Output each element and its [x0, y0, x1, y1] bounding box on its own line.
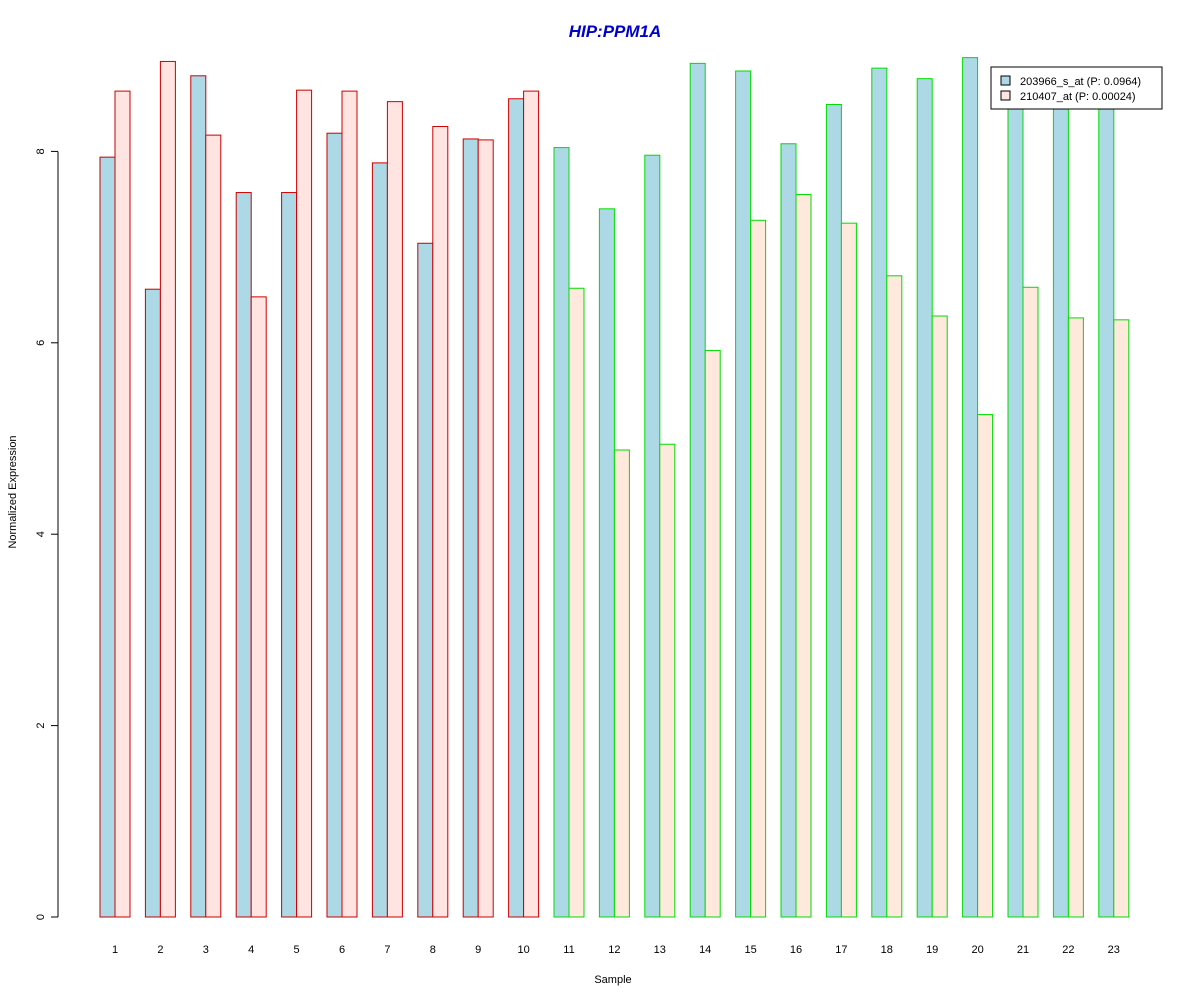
bar-series-2-sample-21 [1022, 286, 1039, 918]
bar-series-2-sample-16 [795, 193, 812, 918]
bar-series-1-sample-23 [1098, 98, 1115, 918]
bar-series-1-sample-5 [281, 192, 298, 918]
x-tick-label: 17 [835, 944, 847, 956]
bar-series-1-sample-20 [962, 57, 979, 918]
x-tick-label: 6 [339, 944, 345, 956]
bar-series-1-sample-21 [1007, 98, 1024, 918]
bar-series-2-sample-5 [296, 89, 313, 918]
bar-series-1-sample-9 [462, 138, 479, 918]
bar-series-1-sample-18 [871, 67, 888, 918]
bar-series-2-sample-15 [750, 219, 767, 918]
y-tick-label: 2 [35, 723, 47, 729]
bars [99, 57, 1130, 918]
bar-series-2-sample-3 [205, 134, 222, 918]
y-tick-label: 8 [35, 148, 47, 154]
bar-series-1-sample-4 [235, 192, 252, 918]
bar-series-2-sample-14 [704, 349, 721, 918]
x-tick-label: 19 [926, 944, 938, 956]
legend-label-series-2: 210407_at (P: 0.00024) [1020, 91, 1136, 103]
x-tick-label: 23 [1108, 944, 1120, 956]
bar-series-1-sample-12 [598, 208, 615, 918]
x-tick-label: 5 [294, 944, 300, 956]
x-axis-tick-labels: 1 2 3 4 5 6 7 8 9 10 11 12 13 14 15 16 17 18 19 20 21 22 23 [112, 944, 1120, 956]
bar-series-2-sample-17 [840, 222, 857, 918]
bar-series-1-sample-13 [644, 154, 661, 918]
bar-series-1-sample-8 [417, 242, 434, 918]
legend-box [990, 66, 1163, 110]
bar-series-1-sample-19 [916, 78, 933, 918]
bar-series-1-sample-1 [99, 156, 116, 918]
x-tick-label: 10 [517, 944, 529, 956]
x-tick-label: 1 [112, 944, 118, 956]
x-tick-label: 21 [1017, 944, 1029, 956]
bar-series-1-sample-22 [1052, 98, 1069, 918]
x-tick-label: 12 [608, 944, 620, 956]
bar-series-2-sample-13 [659, 443, 676, 918]
bar-series-2-sample-20 [977, 414, 994, 918]
bar-series-2-sample-9 [477, 139, 494, 918]
x-tick-label: 15 [744, 944, 756, 956]
legend-swatch-series-1 [1000, 75, 1011, 86]
x-tick-label: 2 [157, 944, 163, 956]
chart-title: HIP:PPM1A [569, 22, 662, 41]
bar-series-1-sample-3 [190, 75, 207, 918]
x-tick-label: 18 [881, 944, 893, 956]
bar-series-2-sample-19 [931, 315, 948, 918]
bar-series-1-sample-7 [371, 162, 388, 918]
x-tick-label: 20 [971, 944, 983, 956]
bar-series-1-sample-15 [735, 70, 752, 918]
y-tick-label: 4 [35, 531, 47, 537]
y-tick-label: 6 [35, 340, 47, 346]
x-tick-label: 7 [384, 944, 390, 956]
bar-series-2-sample-10 [523, 90, 540, 918]
bar-series-2-sample-8 [432, 126, 449, 918]
legend-label-series-1: 203966_s_at (P: 0.0964) [1020, 76, 1141, 88]
bar-series-1-sample-11 [553, 147, 570, 918]
x-axis-label: Sample [594, 974, 631, 986]
bar-series-2-sample-22 [1067, 317, 1084, 918]
x-tick-label: 3 [203, 944, 209, 956]
x-tick-label: 14 [699, 944, 711, 956]
x-tick-label: 8 [430, 944, 436, 956]
bar-series-1-sample-14 [689, 62, 706, 918]
y-tick-label: 0 [35, 914, 47, 920]
bar-series-2-sample-7 [386, 101, 403, 918]
bar-series-2-sample-6 [341, 90, 358, 918]
bar-series-2-sample-1 [114, 90, 131, 918]
bar-series-2-sample-12 [613, 449, 630, 918]
legend: 203966_s_at (P: 0.0964) 210407_at (P: 0.… [990, 66, 1163, 110]
bar-series-2-sample-2 [159, 60, 176, 918]
bar-series-1-sample-2 [144, 288, 161, 918]
bar-series-1-sample-10 [508, 98, 525, 918]
bar-series-2-sample-23 [1113, 319, 1130, 918]
x-tick-label: 13 [654, 944, 666, 956]
x-tick-label: 11 [563, 944, 574, 956]
x-tick-label: 9 [475, 944, 481, 956]
x-tick-label: 22 [1062, 944, 1074, 956]
x-tick-label: 16 [790, 944, 802, 956]
y-axis-ticks: 0 2 4 6 8 [35, 148, 58, 920]
legend-swatch-series-2 [1000, 90, 1011, 101]
bar-series-2-sample-4 [250, 296, 267, 918]
bar-series-1-sample-16 [780, 143, 797, 918]
bar-series-1-sample-6 [326, 132, 343, 918]
bar-series-2-sample-18 [886, 275, 903, 918]
bar-series-1-sample-17 [825, 104, 842, 918]
bar-series-2-sample-11 [568, 287, 585, 918]
x-tick-label: 4 [248, 944, 254, 956]
y-axis-label: Normalized Expression [7, 435, 19, 548]
